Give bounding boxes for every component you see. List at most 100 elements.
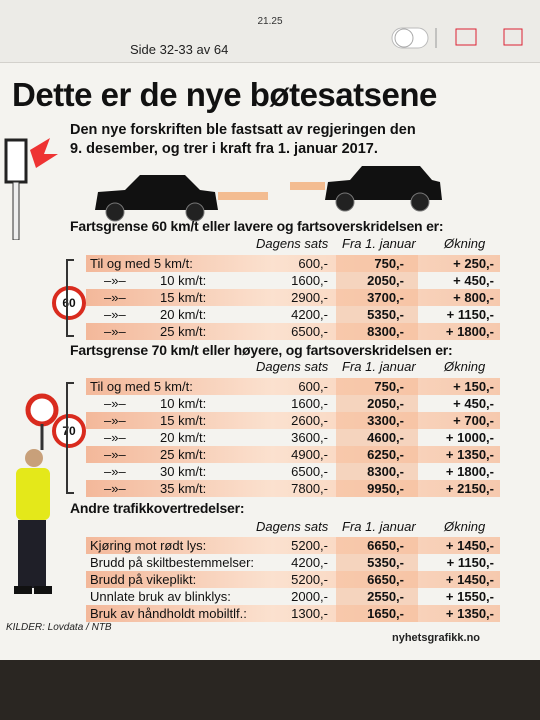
speed-camera: [4, 138, 28, 184]
row-label: Til og med 5 km/t:: [90, 379, 193, 394]
new-column-bg: [336, 446, 418, 463]
row-label: 25 km/t:: [160, 324, 207, 339]
current-rate: 4200,-: [291, 307, 328, 322]
new-rate: 4600,-: [367, 430, 404, 445]
increase: + 250,-: [453, 256, 494, 271]
table-row: –»– 10 km/t: 1600,- 2050,- + 450,-: [86, 272, 500, 289]
table-row: Til og med 5 km/t: 600,- 750,- + 250,-: [86, 255, 500, 272]
column-header: Fra 1. januar: [342, 359, 416, 374]
increase: + 800,-: [453, 290, 494, 305]
column-header: Fra 1. januar: [342, 519, 416, 534]
increase: + 1150,-: [446, 555, 494, 570]
head: [25, 449, 43, 467]
increase: + 1450,-: [445, 572, 494, 587]
increase: + 450,-: [453, 273, 494, 288]
column-header: Dagens sats: [256, 359, 329, 374]
bracket: [66, 382, 74, 494]
new-column-bg: [336, 571, 418, 588]
new-column-bg: [336, 537, 418, 554]
sources: KILDER: Lovdata / NTB: [6, 622, 112, 633]
new-rate: 8300,-: [367, 324, 404, 339]
table-row: –»– 35 km/t: 7800,- 9950,- + 2150,-: [86, 480, 500, 497]
ditto-mark: –»–: [104, 290, 126, 305]
flash: [30, 138, 58, 168]
grid-icon[interactable]: [503, 28, 523, 46]
current-rate: 4900,-: [291, 447, 328, 462]
row-label: Kjøring mot rødt lys:: [90, 538, 207, 553]
new-rate: 5350,-: [367, 307, 404, 322]
stop-sign: [25, 393, 59, 427]
column-header: Dagens sats: [256, 519, 329, 534]
increase: + 1800,-: [445, 464, 494, 479]
increase: + 1350,-: [445, 606, 494, 621]
table-row: –»– 20 km/t: 3600,- 4600,- + 1000,-: [86, 429, 500, 446]
new-rate: 5350,-: [367, 555, 404, 570]
new-rate: 6650,-: [367, 538, 404, 553]
new-column-bg: [336, 605, 418, 622]
speed-sign: 70: [52, 414, 86, 448]
current-rate: 2900,-: [291, 290, 328, 305]
wheel: [185, 202, 205, 222]
shoe: [14, 586, 32, 594]
column-header: Dagens sats: [256, 236, 329, 251]
table-row: Bruk av håndholdt mobiltlf.: 1300,- 1650,-…: [86, 605, 500, 622]
current-rate: 5200,-: [291, 572, 328, 587]
title: Dette er de nye bøtesatsene: [12, 76, 437, 113]
brand: nyhetsgrafikk.no: [392, 632, 481, 644]
table-row: Kjøring mot rødt lys: 5200,- 6650,- + 1450,…: [86, 537, 500, 554]
new-column-bg: [336, 588, 418, 605]
view-icon[interactable]: [455, 28, 477, 46]
row-label: Unnlate bruk av blinklys:: [90, 589, 231, 604]
row-label: 15 km/t:: [160, 413, 207, 428]
light-beam: [218, 192, 268, 200]
increase: + 1550,-: [445, 589, 494, 604]
current-rate: 600,-: [298, 379, 328, 394]
increase: + 1150,-: [446, 307, 494, 322]
row-label: Brudd på vikeplikt:: [90, 572, 197, 587]
increase: + 450,-: [453, 396, 494, 411]
new-rate: 6650,-: [367, 572, 404, 587]
row-label: 30 km/t:: [160, 464, 207, 479]
speed-sign: 60: [52, 286, 86, 320]
ditto-mark: –»–: [104, 273, 126, 288]
current-rate: 7800,-: [291, 481, 328, 496]
bracket: [66, 259, 74, 337]
table-row: Unnlate bruk av blinklys: 2000,- 2550,- + 1…: [86, 588, 500, 605]
status-time: 21.25: [257, 16, 283, 27]
column-header: Økning: [444, 359, 486, 374]
current-rate: 6500,-: [291, 324, 328, 339]
new-rate: 2050,-: [367, 273, 404, 288]
increase: + 1800,-: [445, 324, 494, 339]
new-column-bg: [336, 378, 418, 395]
ditto-mark: –»–: [104, 396, 126, 411]
new-rate: 6250,-: [367, 447, 404, 462]
table-row: –»– 25 km/t: 6500,- 8300,- + 1800,-: [86, 323, 500, 340]
new-column-bg: [336, 323, 418, 340]
ditto-mark: –»–: [104, 307, 126, 322]
row-label: 15 km/t:: [160, 290, 207, 305]
new-rate: 3300,-: [367, 413, 404, 428]
toggle-knob: [394, 28, 414, 48]
table-row: –»– 20 km/t: 4200,- 5350,- + 1150,-: [86, 306, 500, 323]
table-row: –»– 15 km/t: 2900,- 3700,- + 800,-: [86, 289, 500, 306]
increase: + 150,-: [453, 379, 494, 394]
ditto-mark: –»–: [104, 464, 126, 479]
ditto-mark: –»–: [104, 430, 126, 445]
tablet-screen: 21.25 Side 32-33 av 64 Dette er de nye b…: [0, 0, 540, 660]
column-header: Økning: [444, 236, 486, 251]
ditto-mark: –»–: [104, 413, 126, 428]
row-label: Til og med 5 km/t:: [90, 256, 193, 271]
reader-toolbar: 21.25 Side 32-33 av 64: [0, 0, 540, 63]
light-beam: [290, 182, 325, 190]
current-rate: 4200,-: [291, 555, 328, 570]
new-rate: 3700,-: [367, 290, 404, 305]
new-rate: 750,-: [374, 256, 404, 271]
wheel: [105, 202, 125, 222]
table-row: Brudd på vikeplikt: 5200,- 6650,- + 1450,-: [86, 571, 500, 588]
table-row: –»– 10 km/t: 1600,- 2050,- + 450,-: [86, 395, 500, 412]
legs: [18, 520, 46, 588]
ditto-mark: –»–: [104, 481, 126, 496]
new-rate: 750,-: [374, 379, 404, 394]
column-header: Økning: [444, 519, 486, 534]
